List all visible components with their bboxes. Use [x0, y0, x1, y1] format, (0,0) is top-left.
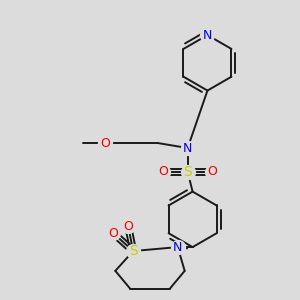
- Text: O: O: [208, 165, 218, 178]
- Text: O: O: [108, 227, 118, 240]
- Text: N: N: [173, 241, 182, 254]
- Text: N: N: [183, 142, 192, 154]
- Text: O: O: [100, 136, 110, 150]
- Text: O: O: [158, 165, 168, 178]
- Text: O: O: [123, 220, 133, 233]
- Text: S: S: [183, 165, 192, 179]
- Text: S: S: [129, 244, 137, 258]
- Text: N: N: [203, 28, 212, 42]
